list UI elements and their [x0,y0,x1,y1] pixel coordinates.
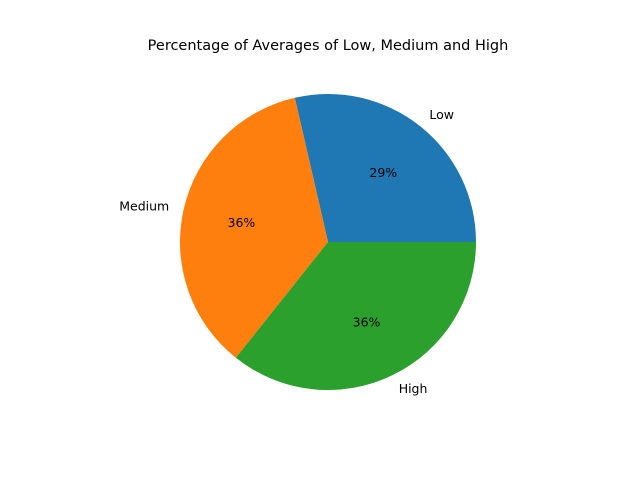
slice-label-low: Low [429,107,454,122]
pie-slice-low [294,94,476,242]
pie-slice-high [235,242,476,390]
slice-percent-low: 29% [369,165,397,180]
chart-title: Percentage of Averages of Low, Medium an… [148,38,509,54]
pie-labels: Low 29% Medium 36% High 36% [119,107,454,396]
pie-slice-medium [180,97,328,358]
slice-percent-high: 36% [353,314,381,329]
slice-label-high: High [399,381,428,396]
slice-label-medium: Medium [119,198,169,213]
slice-percent-medium: 36% [228,215,256,230]
pie-slices [180,94,476,390]
